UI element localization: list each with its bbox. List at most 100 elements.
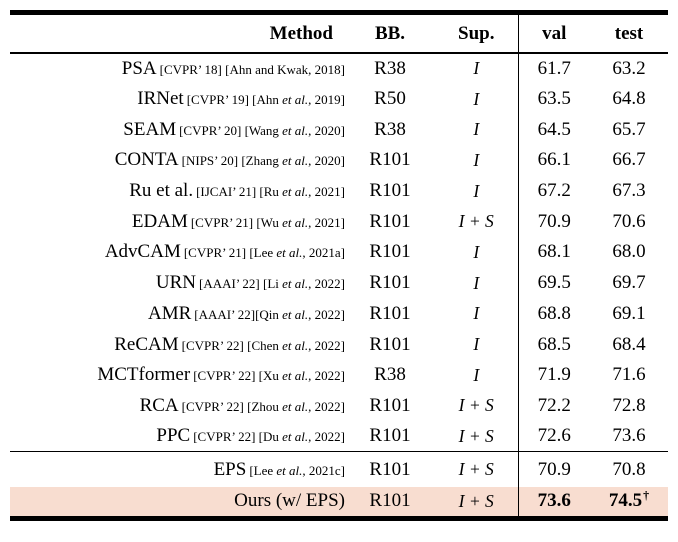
method-name: AdvCAM <box>104 241 181 263</box>
table-row: MCTformer [CVPR’ 22] [Xu et al., 2022] R3… <box>10 359 668 391</box>
method-citation: [CVPR’ 22] [Xu et al., 2022] <box>193 368 345 384</box>
method-citation: [CVPR’ 20] [Wang et al., 2020] <box>179 122 345 138</box>
method-name: EPS <box>213 458 247 480</box>
test-score-cell: 68.4 <box>612 333 646 355</box>
col-header-method: Method <box>10 15 345 54</box>
table-row: RCA [CVPR’ 22] [Zhou et al., 2022] R101 I… <box>10 390 668 422</box>
method-citation: [CVPR’ 21] [Wu et al., 2021] <box>190 214 345 230</box>
test-score-cell: 72.8 <box>612 394 646 416</box>
method-citation: [CVPR’ 22] [Du et al., 2022] <box>193 429 345 445</box>
method-cell: RCA [CVPR’ 22] [Zhou et al., 2022] <box>10 391 345 422</box>
supervision-cell: I + S <box>458 425 494 446</box>
col-header-backbone: BB. <box>345 15 435 54</box>
val-score-cell: 70.9 <box>517 451 590 487</box>
method-citation: [IJCAI’ 21] [Ru et al., 2021] <box>196 184 345 200</box>
val-score-cell: 68.8 <box>517 298 590 330</box>
test-score-cell: 66.7 <box>612 149 646 171</box>
method-citation: [CVPR’ 18] [Ahn and Kwak, 2018] <box>159 61 345 77</box>
method-cell: URN [AAAI’ 22] [Li et al., 2022] <box>10 268 345 299</box>
method-cell: Ru et al. [IJCAI’ 21] [Ru et al., 2021] <box>10 176 345 207</box>
table-row: Ru et al. [IJCAI’ 21] [Ru et al., 2021] R… <box>10 175 668 207</box>
method-name: EDAM <box>131 210 188 232</box>
supervision-cell: I <box>473 334 480 355</box>
table-row: EDAM [CVPR’ 21] [Wu et al., 2021] R101 I … <box>10 206 668 238</box>
test-score-cell: 68.0 <box>612 241 646 263</box>
table-top-rule <box>10 10 668 15</box>
table-row: AdvCAM [CVPR’ 21] [Lee et al., 2021a] R10… <box>10 237 668 268</box>
supervision-cell: I <box>473 149 480 170</box>
val-score-cell: 73.6 <box>517 486 590 516</box>
val-score-cell: 67.2 <box>517 175 590 207</box>
test-score-cell: 67.3 <box>612 180 646 202</box>
supervision-cell: I <box>473 58 480 79</box>
test-score-cell: 71.6 <box>612 364 646 386</box>
method-name: URN <box>155 272 196 294</box>
method-name: IRNet <box>137 88 184 110</box>
backbone-cell: R38 <box>374 57 406 79</box>
table-row: ReCAM [CVPR’ 22] [Chen et al., 2022] R101… <box>10 329 668 360</box>
supervision-cell: I <box>473 88 480 109</box>
val-score-cell: 72.6 <box>517 421 590 452</box>
method-cell: EPS [Lee et al., 2021c] <box>10 451 345 487</box>
header-row: Method BB. Sup. val test <box>10 15 668 54</box>
supervision-cell: I <box>473 272 480 293</box>
test-score-cell: 74.5† <box>608 488 650 512</box>
backbone-cell: R38 <box>374 364 406 386</box>
table-row: Ours (w/ EPS) R101 I + S 73.6 74.5† <box>10 486 668 516</box>
table-row: URN [AAAI’ 22] [Li et al., 2022] R101 I 6… <box>10 267 668 299</box>
method-cell: IRNet [CVPR’ 19] [Ahn et al., 2019] <box>10 84 345 115</box>
method-name: PPC <box>156 425 191 447</box>
method-citation: [AAAI’ 22] [Li et al., 2022] <box>199 276 345 292</box>
val-score-cell: 63.5 <box>517 83 590 115</box>
supervision-cell: I + S <box>458 490 494 511</box>
method-name: PSA <box>121 57 157 79</box>
method-citation: [NIPS’ 20] [Zhang et al., 2020] <box>181 153 345 169</box>
backbone-cell: R101 <box>369 333 411 355</box>
table-row: SEAM [CVPR’ 20] [Wang et al., 2020] R38 I… <box>10 114 668 146</box>
method-name: AMR <box>148 302 192 324</box>
val-score-cell: 61.7 <box>517 53 590 84</box>
supervision-cell: I <box>473 180 480 201</box>
val-score-cell: 70.9 <box>517 206 590 238</box>
col-header-test: test <box>590 15 668 54</box>
method-citation: [AAAI’ 22][Qin et al., 2022] <box>194 306 345 322</box>
backbone-cell: R101 <box>369 180 411 202</box>
supervision-cell: I <box>473 241 480 262</box>
backbone-cell: R101 <box>369 394 411 416</box>
val-score-cell: 66.1 <box>517 145 590 176</box>
val-score-cell: 68.5 <box>517 329 590 360</box>
val-score-cell: 68.1 <box>517 237 590 268</box>
method-name: RCA <box>139 394 179 416</box>
method-cell: PPC [CVPR’ 22] [Du et al., 2022] <box>10 421 345 452</box>
method-citation: [CVPR’ 19] [Ahn et al., 2019] <box>186 92 345 108</box>
test-score-cell: 69.1 <box>612 302 646 324</box>
table-row: CONTA [NIPS’ 20] [Zhang et al., 2020] R10… <box>10 145 668 176</box>
test-score-cell: 70.6 <box>612 210 646 232</box>
table-row: PPC [CVPR’ 22] [Du et al., 2022] R101 I +… <box>10 421 668 452</box>
test-score-cell: 70.8 <box>590 451 668 487</box>
method-cell: ReCAM [CVPR’ 22] [Chen et al., 2022] <box>10 329 345 360</box>
comparison-methods-section: PSA [CVPR’ 18] [Ahn and Kwak, 2018] R38 I… <box>10 53 668 452</box>
col-header-val: val <box>517 15 590 54</box>
test-score-cell: 65.7 <box>612 118 646 140</box>
backbone-cell: R101 <box>369 272 411 294</box>
supervision-cell: I <box>473 364 480 385</box>
supervision-cell: I <box>473 119 480 140</box>
method-name: ReCAM <box>114 333 179 355</box>
val-score-cell: 72.2 <box>517 390 590 422</box>
results-table: Method BB. Sup. val test PSA [CVPR’ 18] [… <box>10 15 668 516</box>
supervision-cell: I <box>473 303 480 324</box>
backbone-cell: R101 <box>369 241 411 263</box>
method-name: Ours (w/ EPS) <box>234 490 345 512</box>
table-row: PSA [CVPR’ 18] [Ahn and Kwak, 2018] R38 I… <box>10 53 668 84</box>
method-citation: [CVPR’ 22] [Chen et al., 2022] <box>181 337 345 353</box>
method-name: CONTA <box>114 149 179 171</box>
method-cell: AdvCAM [CVPR’ 21] [Lee et al., 2021a] <box>10 237 345 268</box>
supervision-cell: I + S <box>458 211 494 232</box>
method-cell: MCTformer [CVPR’ 22] [Xu et al., 2022] <box>10 360 345 391</box>
test-score-cell: 64.8 <box>612 88 646 110</box>
backbone-cell: R101 <box>369 210 411 232</box>
method-name: SEAM <box>123 118 177 140</box>
backbone-cell: R101 <box>369 425 411 447</box>
test-score-cell: 63.2 <box>612 57 646 79</box>
